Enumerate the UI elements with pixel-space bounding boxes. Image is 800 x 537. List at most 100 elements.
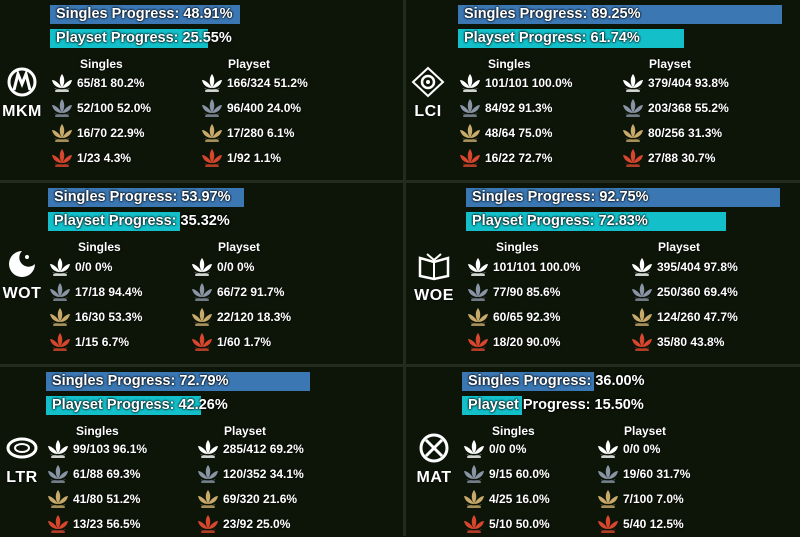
playset-count: 5/40 12.5% <box>623 517 684 531</box>
singles-count: 101/101 100.0% <box>493 260 581 274</box>
playset-count: 0/0 0% <box>217 260 255 274</box>
playset-progress-label: Playset Progress: 15.50% <box>468 397 644 413</box>
singles-progress-label: Singles Progress: 92.75% <box>472 189 649 205</box>
singles-count: 9/15 60.0% <box>489 467 550 481</box>
playset-count: 35/80 43.8% <box>657 335 725 349</box>
singles-count: 16/30 53.3% <box>75 310 143 324</box>
playset-column-header: Playset <box>658 240 701 254</box>
set-symbol: LTR <box>0 432 44 487</box>
singles-progress-fill <box>466 188 780 207</box>
singles-column-header: Singles <box>78 240 121 254</box>
singles-progress-fill <box>46 372 310 391</box>
playset-column-header: Playset <box>218 240 261 254</box>
set-symbol: MKM <box>0 66 44 121</box>
playset-count: 27/88 30.7% <box>648 151 716 165</box>
set-code: LCI <box>414 103 442 120</box>
set-code: WOT <box>2 285 42 302</box>
playset-count: 395/404 97.8% <box>657 260 738 274</box>
playset-count: 166/324 51.2% <box>227 76 308 90</box>
singles-count: 1/15 6.7% <box>75 335 130 349</box>
playset-progress-fill <box>458 29 684 48</box>
singles-count: 61/88 69.3% <box>73 467 141 481</box>
playset-count: 124/260 47.7% <box>657 310 738 324</box>
singles-count: 5/10 50.0% <box>489 517 550 531</box>
set-code: MAT <box>416 469 452 486</box>
playset-progress-bar: Playset Progress: 42.26% <box>46 396 228 415</box>
singles-count: 16/22 72.7% <box>485 151 553 165</box>
singles-count: 4/25 16.0% <box>489 492 550 506</box>
singles-column-header: Singles <box>496 240 539 254</box>
singles-progress-fill <box>462 372 594 391</box>
playset-progress-fill <box>50 29 208 48</box>
playset-progress-label: Playset Progress: 61.74% <box>464 30 640 46</box>
playset-progress-bar: Playset Progress: 61.74% <box>458 29 684 48</box>
singles-count: 48/64 75.0% <box>485 126 553 140</box>
set-symbol: WOT <box>0 248 44 303</box>
set-code: LTR <box>6 469 38 486</box>
singles-count: 52/100 52.0% <box>77 101 152 115</box>
mat-set-icon <box>412 432 456 469</box>
singles-progress-fill <box>48 188 244 207</box>
playset-count: 69/320 21.6% <box>223 492 298 506</box>
playset-progress-fill <box>466 212 726 231</box>
playset-column-header: Playset <box>228 57 271 71</box>
playset-count: 285/412 69.2% <box>223 442 304 456</box>
mkm-set-icon <box>0 66 44 103</box>
singles-progress-bar: Singles Progress: 72.79% <box>46 372 310 391</box>
playset-count: 1/60 1.7% <box>217 335 272 349</box>
singles-progress-bar: Singles Progress: 36.00% <box>462 372 645 391</box>
singles-column-header: Singles <box>80 57 123 71</box>
singles-progress-bar: Singles Progress: 89.25% <box>458 5 782 24</box>
playset-progress-bar: Playset Progress: 25.55% <box>50 29 232 48</box>
playset-count: 7/100 7.0% <box>623 492 684 506</box>
singles-count: 99/103 96.1% <box>73 442 148 456</box>
singles-column-header: Singles <box>488 57 531 71</box>
playset-column-header: Playset <box>224 424 267 438</box>
playset-progress-label: Playset Progress: 72.83% <box>472 213 648 229</box>
singles-progress-label: Singles Progress: 72.79% <box>52 373 229 389</box>
playset-count: 17/280 6.1% <box>227 126 295 140</box>
singles-count: 0/0 0% <box>75 260 113 274</box>
playset-progress-label: Playset Progress: 35.32% <box>54 213 230 229</box>
set-symbol: MAT <box>412 432 456 487</box>
set-symbol: LCI <box>406 66 450 121</box>
set-symbol: WOE <box>412 250 456 305</box>
playset-count: 379/404 93.8% <box>648 76 729 90</box>
playset-count: 80/256 31.3% <box>648 126 723 140</box>
singles-progress-fill <box>50 5 240 24</box>
playset-count: 0/0 0% <box>623 442 661 456</box>
singles-count: 13/23 56.5% <box>73 517 141 531</box>
singles-count: 77/90 85.6% <box>493 285 561 299</box>
singles-count: 16/70 22.9% <box>77 126 145 140</box>
singles-progress-bar: Singles Progress: 92.75% <box>466 188 780 207</box>
playset-count: 66/72 91.7% <box>217 285 285 299</box>
singles-count: 17/18 94.4% <box>75 285 143 299</box>
singles-column-header: Singles <box>76 424 119 438</box>
singles-count: 60/65 92.3% <box>493 310 561 324</box>
singles-column-header: Singles <box>492 424 535 438</box>
singles-progress-bar: Singles Progress: 48.91% <box>50 5 240 24</box>
singles-count: 0/0 0% <box>489 442 527 456</box>
playset-progress-label: Playset Progress: 42.26% <box>52 397 228 413</box>
lci-set-icon <box>406 66 450 103</box>
playset-count: 120/352 34.1% <box>223 467 304 481</box>
playset-progress-bar: Playset Progress: 15.50% <box>462 396 644 415</box>
wot-set-icon <box>0 248 44 285</box>
playset-progress-bar: Playset Progress: 35.32% <box>48 212 230 231</box>
grid-divider-horizontal-1 <box>0 180 800 183</box>
singles-count: 41/80 51.2% <box>73 492 141 506</box>
set-code: WOE <box>414 287 454 304</box>
singles-progress-bar: Singles Progress: 53.97% <box>48 188 244 207</box>
singles-count: 84/92 91.3% <box>485 101 553 115</box>
playset-count: 23/92 25.0% <box>223 517 291 531</box>
singles-progress-label: Singles Progress: 48.91% <box>56 6 233 22</box>
playset-count: 203/368 55.2% <box>648 101 729 115</box>
playset-count: 250/360 69.4% <box>657 285 738 299</box>
set-code: MKM <box>2 103 42 120</box>
singles-count: 101/101 100.0% <box>485 76 573 90</box>
playset-progress-fill <box>48 212 180 231</box>
grid-divider-vertical <box>403 0 406 536</box>
singles-progress-label: Singles Progress: 36.00% <box>468 373 645 389</box>
singles-progress-fill <box>458 5 782 24</box>
playset-count: 1/92 1.1% <box>227 151 282 165</box>
